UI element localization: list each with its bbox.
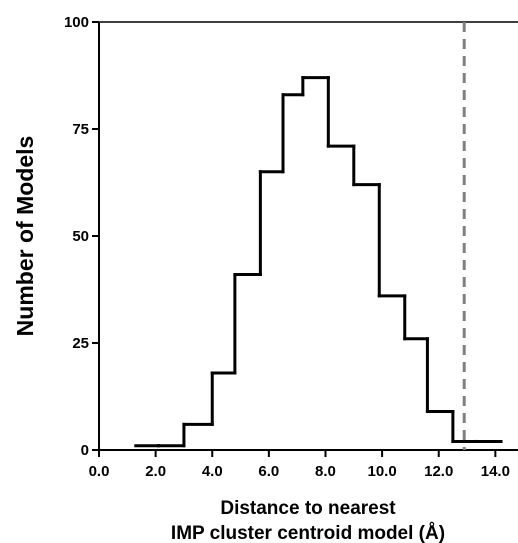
y-tick-label: 100 (64, 14, 89, 31)
x-tick-label: 6.0 (258, 463, 279, 480)
x-tick-label: 4.0 (202, 463, 223, 480)
y-tick-label: 50 (72, 228, 89, 245)
y-tick-label: 0 (81, 442, 89, 459)
x-tick-label: 14.0 (481, 463, 510, 480)
x-axis-ticks: 0.0 2.0 4.0 6.0 8.0 10.0 12.0 14.0 (89, 450, 510, 480)
y-tick-label: 75 (72, 121, 89, 138)
y-tick-label: 25 (72, 335, 89, 352)
x-tick-label: 10.0 (368, 463, 397, 480)
x-tick-label: 12.0 (424, 463, 453, 480)
x-tick-label: 0.0 (89, 463, 110, 480)
y-axis-title: Number of Models (12, 136, 38, 337)
x-axis-title-line1: Distance to nearest (220, 498, 396, 519)
histogram-bars (134, 76, 503, 448)
x-axis-title-line2: IMP cluster centroid model (Å) (171, 523, 445, 543)
plot-frame (98, 21, 518, 451)
x-tick-label: 2.0 (145, 463, 166, 480)
x-tick-label: 8.0 (315, 463, 336, 480)
y-axis-ticks: 0 25 50 75 100 (64, 14, 99, 459)
